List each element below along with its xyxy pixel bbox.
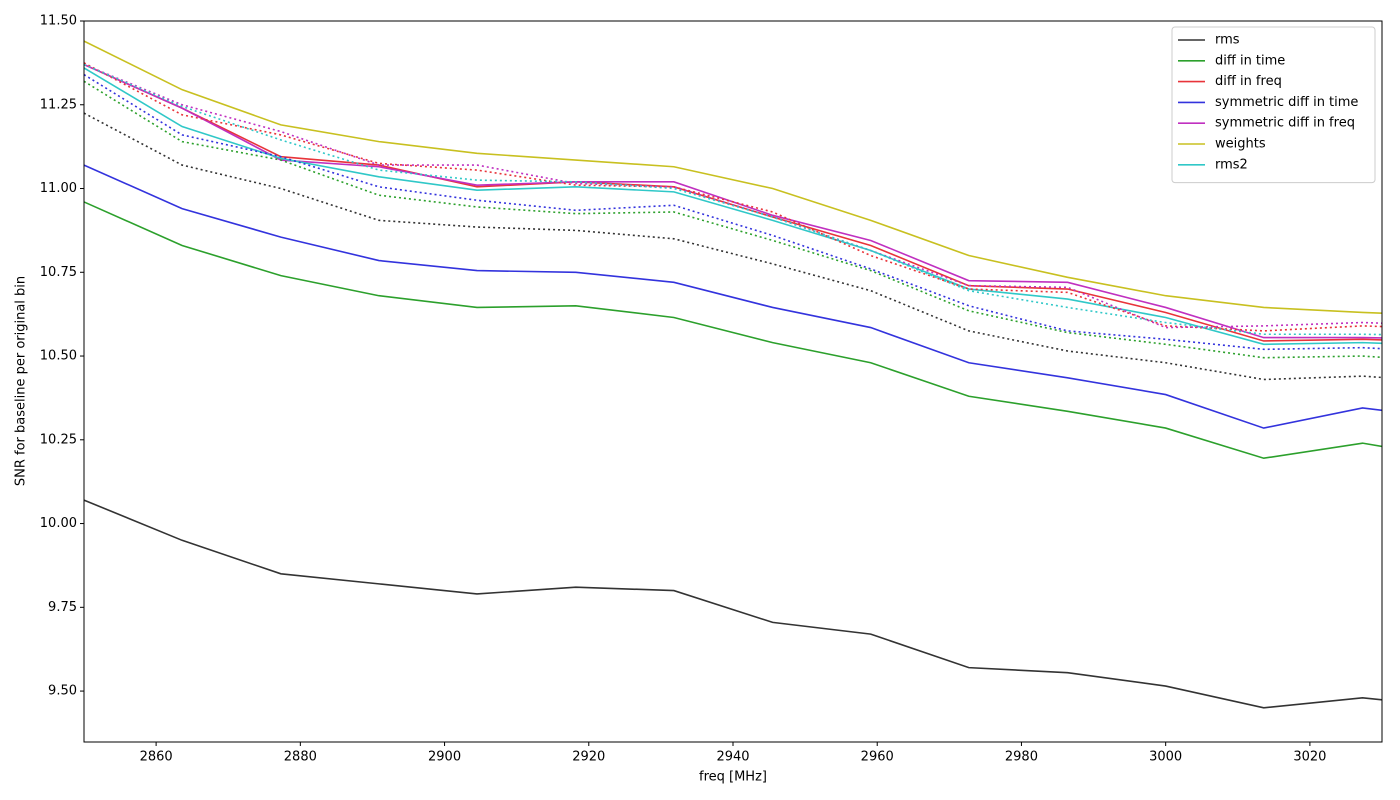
plot-frame	[83, 20, 1383, 743]
x-tick-label: 2980	[1005, 750, 1038, 765]
line-series	[84, 62, 1382, 332]
plot-area	[84, 40, 1382, 709]
y-axis-label: SNR for baseline per original bin	[14, 276, 29, 486]
line-series	[84, 201, 1382, 460]
legend-label: diff in time	[1215, 53, 1285, 68]
legend-label: symmetric diff in freq	[1215, 116, 1355, 131]
legend-label: rms2	[1215, 157, 1248, 172]
y-tick-label: 10.00	[40, 516, 77, 531]
legend-label: diff in freq	[1215, 74, 1282, 89]
x-axis-label: freq [MHz]	[699, 770, 767, 785]
x-tick-label: 2940	[716, 750, 749, 765]
line-series	[84, 112, 1382, 381]
x-tick-label: 2900	[428, 750, 461, 765]
y-tick-label: 9.75	[48, 600, 77, 615]
x-tick-label: 2960	[861, 750, 894, 765]
y-tick-label: 11.00	[40, 181, 77, 196]
legend-label: symmetric diff in time	[1215, 95, 1358, 110]
line-series	[84, 164, 1382, 429]
x-tick-label: 3000	[1149, 750, 1182, 765]
y-tick-label: 11.50	[40, 14, 77, 29]
legend-box	[1171, 26, 1376, 184]
y-tick-label: 11.25	[40, 97, 77, 112]
line-series	[84, 80, 1382, 359]
line-series	[84, 63, 1382, 339]
y-tick-label: 10.25	[40, 432, 77, 447]
line-series	[84, 499, 1382, 709]
x-tick-label: 2920	[572, 750, 605, 765]
line-series	[84, 67, 1382, 346]
x-tick-label: 2880	[284, 750, 317, 765]
y-tick-label: 10.75	[40, 265, 77, 280]
x-tick-label: 2860	[140, 750, 173, 765]
line-series	[84, 73, 1382, 351]
line-series	[84, 63, 1382, 329]
x-tick-label: 3020	[1293, 750, 1326, 765]
y-tick-label: 10.50	[40, 349, 77, 364]
line-series	[84, 40, 1382, 314]
line-series	[84, 63, 1382, 336]
y-tick-label: 9.50	[48, 684, 77, 699]
legend-label: rms	[1215, 33, 1240, 48]
legend-label: weights	[1215, 137, 1266, 152]
